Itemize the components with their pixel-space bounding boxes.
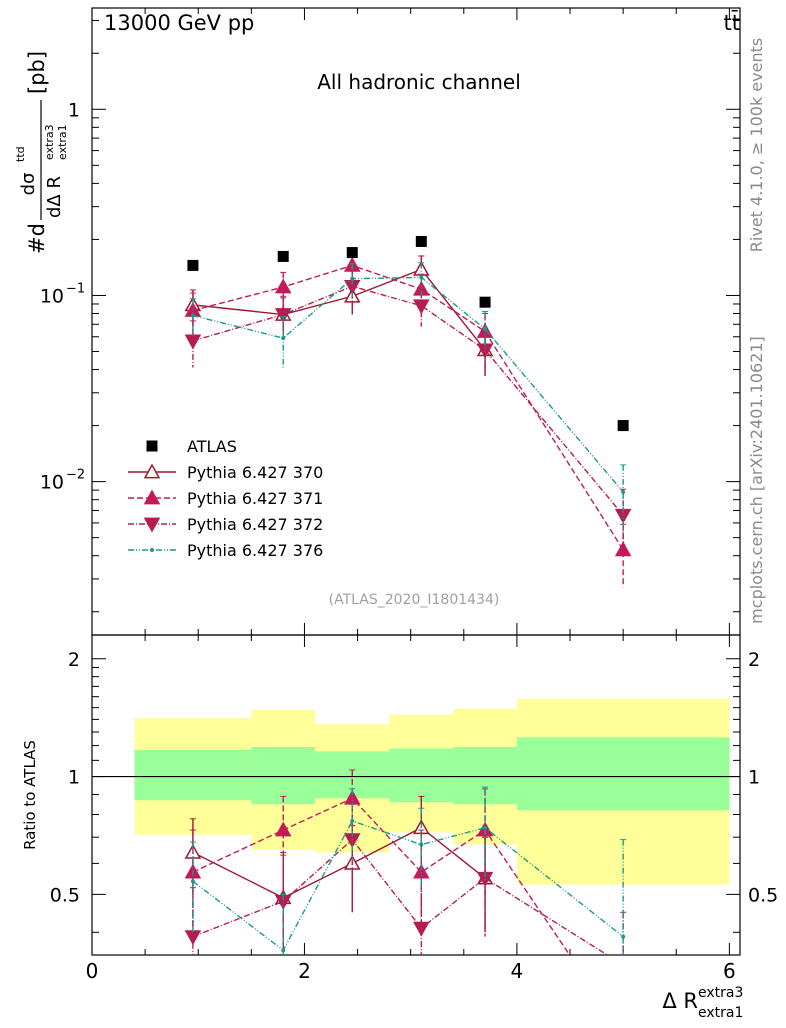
series-point-3 xyxy=(350,276,355,281)
y-tick-label-ratio: 1 xyxy=(68,767,80,789)
y-tick-label-ratio-right: 2 xyxy=(748,649,760,671)
data-point xyxy=(415,235,427,247)
xlabel-main: Δ R xyxy=(662,989,698,1013)
x-tick-label: 2 xyxy=(298,959,311,983)
series-point-2 xyxy=(184,334,202,350)
ratio-point-3 xyxy=(621,934,626,939)
series-point-3 xyxy=(190,313,195,318)
y-tick-label-main-exp: −2 xyxy=(66,468,85,483)
data-point xyxy=(277,250,289,262)
data-point xyxy=(479,296,491,308)
legend-label-1: Pythia 6.427 371 xyxy=(187,489,323,508)
series-point-2 xyxy=(274,308,292,324)
data-point xyxy=(617,420,629,432)
y-tick-label-ratio-right: 0.5 xyxy=(748,884,778,906)
ratio-point-3 xyxy=(350,818,355,823)
ratio-point-3 xyxy=(419,842,424,847)
ratio-point-2 xyxy=(616,959,630,972)
ratio-line-2 xyxy=(192,838,609,955)
legend-marker-1 xyxy=(143,489,161,505)
ratio-line-1 xyxy=(192,797,571,955)
ratio-point-2 xyxy=(184,930,202,946)
series-point-2 xyxy=(413,299,430,315)
legend-marker-0 xyxy=(143,463,161,479)
x-tick-label: 4 xyxy=(511,959,524,983)
y-tick-label-ratio: 2 xyxy=(68,649,80,671)
legend-marker-data xyxy=(146,440,158,452)
band-inner-3 xyxy=(389,748,454,803)
ylabel-num-sup: ttd xyxy=(14,146,27,162)
ylabel-prefix: #d xyxy=(25,223,49,254)
ratio-series xyxy=(184,769,630,972)
y-tick-label-ratio-right: 1 xyxy=(748,767,760,789)
ratio-point-3 xyxy=(190,879,195,884)
series-point-3 xyxy=(621,489,626,494)
ylabel-den: dΔ R xyxy=(44,176,65,218)
y-tick-label-main-exp: −1 xyxy=(66,281,85,296)
ratio-line-3 xyxy=(192,820,624,952)
series-point-3 xyxy=(281,336,286,341)
ratio-bands xyxy=(134,698,730,885)
data-point xyxy=(187,259,199,271)
legend: ATLAS Pythia 6.427 370 Pythia 6.427 371 Pyt… xyxy=(128,437,323,560)
chart-title: All hadronic channel xyxy=(317,70,521,94)
ratio-point-1 xyxy=(274,821,292,837)
band-inner-0 xyxy=(134,749,252,801)
legend-marker-2 xyxy=(143,517,161,533)
ylabel-den-sup: extra3 xyxy=(43,124,56,160)
ratio-frame xyxy=(91,634,741,956)
series-line-3 xyxy=(192,276,624,493)
legend-marker-3 xyxy=(150,548,154,552)
series-line-0 xyxy=(192,268,486,351)
rivet-label: Rivet 4.1.0, ≥ 100k events xyxy=(747,38,766,252)
series-point-1 xyxy=(274,278,292,294)
main-series xyxy=(184,252,632,588)
xlabel-sub: extra1 xyxy=(698,1005,743,1021)
series-line-1 xyxy=(192,264,624,551)
xlabel-sup: extra3 xyxy=(698,985,743,1001)
analysis-label: (ATLAS_2020_I1801434) xyxy=(329,592,500,608)
ratio-plot: 0 2 4 6 0.5 0.5 1 1 2 2 xyxy=(50,634,778,983)
x-tick-label: 6 xyxy=(723,959,736,983)
ylabel-unit: [pb] xyxy=(25,51,49,94)
ratio-point-2 xyxy=(413,921,430,937)
y-tick-label-main: 1 xyxy=(68,99,80,121)
ratio-point-3 xyxy=(281,948,286,953)
y-tick-label-main: 10 xyxy=(40,472,64,494)
band-inner-1 xyxy=(251,747,316,805)
data-point xyxy=(346,247,358,259)
ratio-axis-title: Ratio to ATLAS xyxy=(21,740,39,850)
header-right: tt̄ xyxy=(724,10,740,35)
x-axis-title: Δ R extra3 extra1 xyxy=(662,985,743,1021)
x-tick-label: 0 xyxy=(86,959,99,983)
legend-label-3: Pythia 6.427 376 xyxy=(187,541,323,560)
y-axis-title: #d dσ ttd dΔ R extra1 extra3 [pb] xyxy=(14,51,69,254)
series-point-3 xyxy=(483,327,488,332)
legend-label-2: Pythia 6.427 372 xyxy=(187,515,323,534)
ratio-point-3 xyxy=(483,825,488,830)
series-point-3 xyxy=(419,275,424,280)
band-inner-5 xyxy=(516,737,730,811)
mcplots-label: mcplots.cern.ch [arXiv:2401.10621] xyxy=(747,336,766,624)
legend-label-0: Pythia 6.427 370 xyxy=(187,463,323,482)
ylabel-den-sub: extra1 xyxy=(56,124,69,160)
y-tick-label-ratio: 0.5 xyxy=(50,884,80,906)
series-line-2 xyxy=(192,285,624,516)
ylabel-num: dσ xyxy=(18,173,39,196)
y-tick-label-main: 10 xyxy=(40,285,64,307)
main-plot: 10 −210 −11 xyxy=(40,7,741,636)
header-left: 13000 GeV pp xyxy=(104,11,254,35)
legend-label-data: ATLAS xyxy=(187,437,237,456)
